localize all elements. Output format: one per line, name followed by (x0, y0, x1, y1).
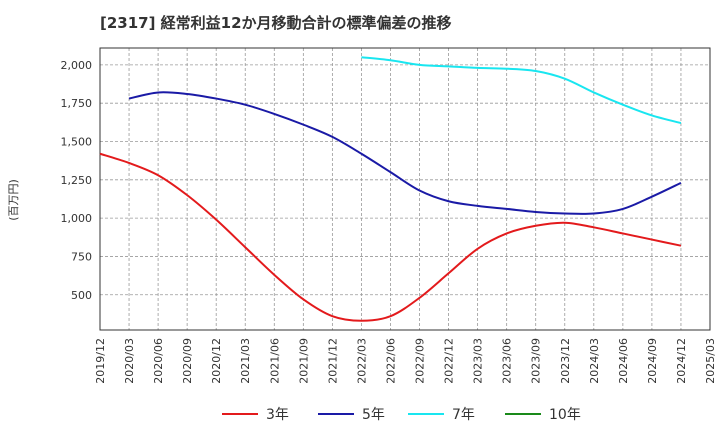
x-tick-label: 2020/09 (181, 338, 194, 384)
x-tick-label: 2023/09 (530, 338, 543, 384)
x-tick-label: 2021/09 (297, 338, 310, 384)
y-tick-label: 1,250 (61, 174, 93, 187)
y-tick-label: 500 (71, 289, 92, 302)
x-tick-label: 2024/06 (617, 338, 630, 384)
x-tick-label: 2025/03 (704, 338, 717, 384)
x-tick-label: 2021/12 (326, 338, 339, 384)
y-tick-label: 1,000 (61, 212, 93, 225)
legend-label: 5年 (362, 407, 385, 423)
plot-area-frame (99, 47, 711, 331)
legend-label: 3年 (266, 407, 289, 423)
x-tick-label: 2024/09 (646, 338, 659, 384)
legend-label: 10年 (549, 407, 581, 423)
chart-title: [2317] 経常利益12か月移動合計の標準偏差の推移 (100, 14, 452, 32)
series-line-5年 (128, 91, 682, 215)
legend-label: 7年 (452, 407, 475, 423)
x-tick-label: 2024/03 (588, 338, 601, 384)
legend: 3年 5年 7年 10年 (222, 407, 581, 423)
series-line-7年 (361, 56, 682, 125)
grid (100, 48, 710, 330)
x-tick-label: 2023/06 (501, 338, 514, 384)
x-tick-label: 2022/03 (355, 338, 368, 384)
x-tick-label: 2023/12 (559, 338, 572, 384)
y-tick-label: 1,750 (61, 97, 93, 110)
y-tick-label: 750 (71, 250, 92, 263)
y-axis-label: (百万円) (7, 179, 20, 221)
x-axis-ticks: 2019/12 2020/03 2020/06 2020/09 2020/12 2021/… (94, 338, 717, 384)
x-tick-label: 2024/12 (675, 338, 688, 384)
x-tick-label: 2022/09 (414, 338, 427, 384)
series-line-3年 (99, 152, 682, 322)
y-axis-ticks: 500 750 1,000 1,250 1,500 1,750 2,000 (61, 59, 93, 302)
x-tick-label: 2020/03 (123, 338, 136, 384)
x-tick-label: 2021/03 (239, 338, 252, 384)
x-tick-label: 2020/12 (210, 338, 223, 384)
y-tick-label: 2,000 (61, 59, 93, 72)
x-tick-label: 2019/12 (94, 338, 107, 384)
x-tick-label: 2021/06 (268, 338, 281, 384)
x-tick-label: 2022/12 (443, 338, 456, 384)
x-tick-label: 2020/06 (152, 338, 165, 384)
y-tick-label: 1,500 (61, 135, 93, 148)
series-lines (99, 56, 682, 322)
x-tick-label: 2022/06 (384, 338, 397, 384)
x-tick-label: 2023/03 (472, 338, 485, 384)
